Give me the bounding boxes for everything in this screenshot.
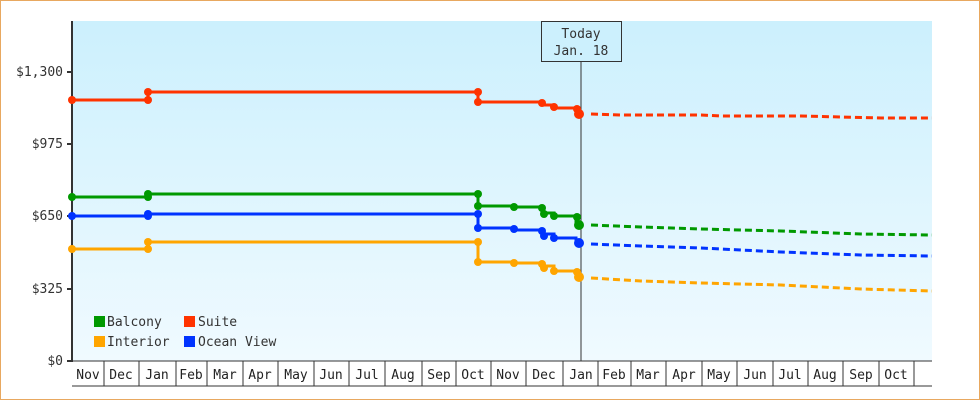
x-tick-label: Sep — [849, 368, 873, 383]
legend-label-interior: Interior — [107, 335, 170, 350]
x-tick-label: Nov — [496, 368, 520, 383]
today-marker: Today Jan. 18 — [541, 21, 622, 361]
legend-label-suite: Suite — [198, 315, 237, 330]
x-tick-label: Feb — [179, 368, 203, 383]
y-tick-label: $325 — [32, 282, 63, 297]
x-tick-label: Aug — [813, 368, 836, 383]
x-tick-label: Aug — [391, 368, 414, 383]
today-label: Today — [561, 27, 600, 42]
series-balcony — [68, 190, 933, 237]
legend-swatch-balcony — [94, 316, 105, 327]
legend-swatch-suite — [184, 316, 195, 327]
today-date: Jan. 18 — [554, 44, 609, 59]
x-tick-label: Jan — [145, 368, 168, 383]
y-tick-label: $1,300 — [16, 65, 63, 80]
x-tick-label: Nov — [76, 368, 100, 383]
x-tick-label: Jan — [569, 368, 592, 383]
y-tick-label: $0 — [47, 354, 63, 369]
x-tick-label: Mar — [636, 368, 660, 383]
x-tick-label: Sep — [427, 368, 451, 383]
x-tick-label: Feb — [602, 368, 626, 383]
x-tick-label: Jul — [778, 368, 801, 383]
legend: Balcony Suite Interior Ocean View — [94, 315, 276, 350]
x-tick-label: Jul — [355, 368, 378, 383]
legend-label-balcony: Balcony — [107, 315, 162, 330]
x-tick-label: Dec — [109, 368, 132, 383]
x-tick-label: Oct — [461, 368, 484, 383]
plot-area — [72, 21, 932, 361]
legend-label-ocean-view: Ocean View — [198, 335, 276, 350]
y-ticks: $1,300 $975 $650 $325 $0 — [16, 65, 72, 369]
x-tick-label: Dec — [532, 368, 555, 383]
series-interior — [68, 238, 933, 293]
legend-swatch-interior — [94, 336, 105, 347]
x-tick-label: Oct — [884, 368, 907, 383]
y-tick-label: $650 — [32, 209, 63, 224]
y-tick-label: $975 — [32, 137, 63, 152]
x-tick-label: Apr — [248, 368, 272, 383]
x-axis: Nov Dec Jan Feb Mar Apr May Jun Jul Aug … — [72, 360, 932, 387]
x-tick-label: Jun — [319, 368, 342, 383]
x-tick-label: May — [707, 368, 731, 383]
legend-swatch-ocean-view — [184, 336, 195, 347]
x-tick-label: Jun — [743, 368, 766, 383]
x-tick-label: Mar — [213, 368, 237, 383]
series-ocean-view — [68, 210, 933, 258]
x-tick-label: Apr — [672, 368, 696, 383]
x-tick-label: May — [284, 368, 308, 383]
series-suite — [68, 88, 932, 120]
